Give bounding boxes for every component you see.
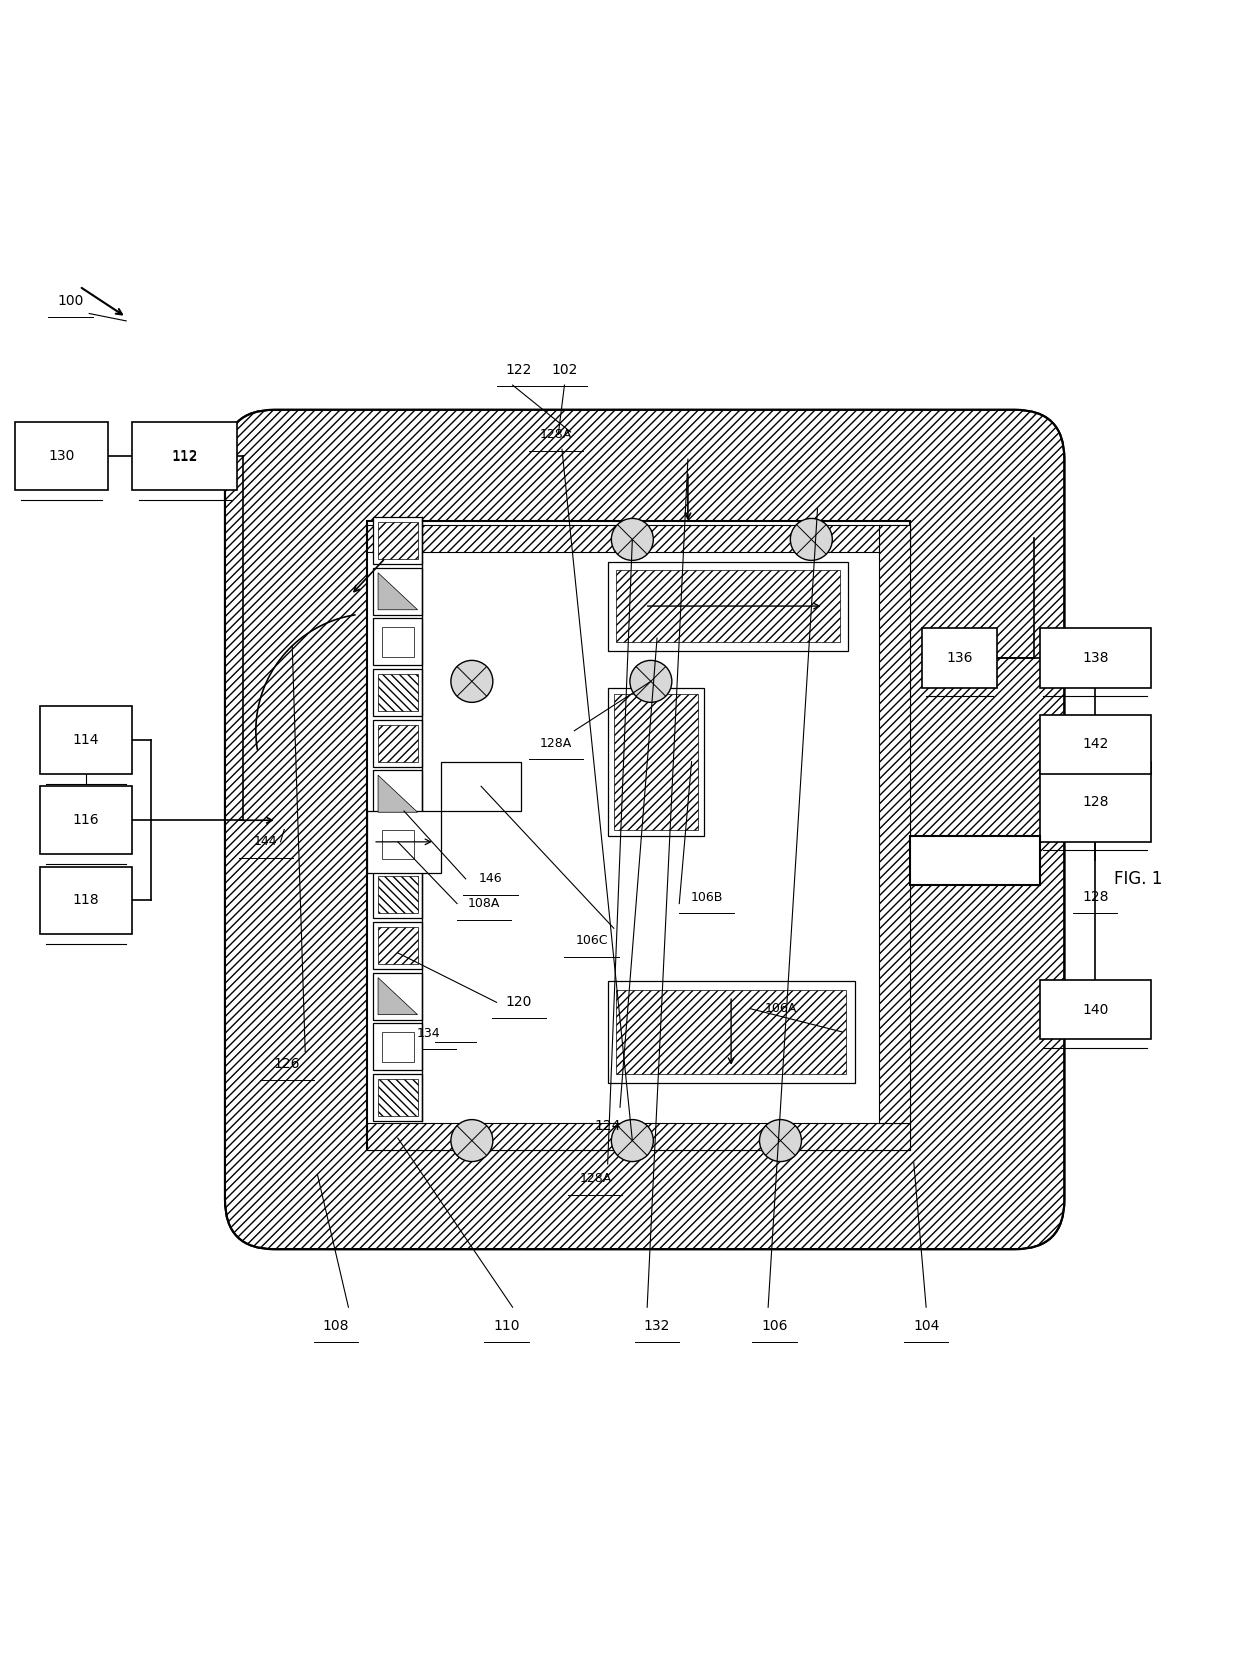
Bar [367, 1123, 910, 1150]
Bar [367, 524, 910, 552]
Text: 116: 116 [73, 813, 99, 828]
Circle shape [611, 518, 653, 561]
Text: 120: 120 [506, 995, 532, 1009]
Circle shape [759, 1120, 801, 1161]
Text: 104: 104 [913, 1319, 940, 1332]
Bar [40, 866, 133, 934]
Bar [378, 725, 418, 761]
Text: 114: 114 [73, 733, 99, 747]
Bar [608, 687, 704, 836]
Bar [367, 811, 441, 873]
Text: 108: 108 [322, 1319, 350, 1332]
Text: 132: 132 [644, 1319, 671, 1332]
Bar [373, 669, 423, 717]
Text: 134: 134 [417, 1027, 440, 1040]
Bar [616, 571, 839, 642]
Bar [378, 1078, 418, 1117]
Bar [1039, 980, 1151, 1039]
Text: 122: 122 [506, 363, 532, 377]
Text: 126: 126 [274, 1057, 300, 1072]
Bar [15, 421, 108, 489]
Bar [382, 627, 414, 657]
Text: 146: 146 [479, 873, 502, 886]
Bar [378, 674, 418, 712]
Text: 102: 102 [552, 363, 578, 377]
Text: 112: 112 [171, 450, 197, 465]
Text: 106: 106 [761, 1319, 787, 1332]
Circle shape [451, 660, 492, 702]
Bar [373, 972, 423, 1020]
Text: 142: 142 [1083, 737, 1109, 752]
Circle shape [611, 1120, 653, 1161]
Text: 106B: 106B [691, 891, 723, 904]
Text: 118: 118 [73, 894, 99, 907]
Text: 110: 110 [494, 1319, 520, 1332]
Bar [40, 786, 133, 854]
Bar [373, 619, 423, 665]
Bar [910, 836, 1039, 884]
Bar [382, 830, 414, 859]
Text: 128: 128 [1083, 795, 1109, 808]
Text: 136: 136 [946, 650, 972, 665]
Circle shape [451, 1120, 492, 1161]
Bar [608, 562, 848, 650]
Polygon shape [378, 977, 418, 1015]
FancyBboxPatch shape [224, 410, 1064, 1249]
Bar [1039, 761, 1151, 841]
Text: 124: 124 [594, 1118, 621, 1133]
Text: 100: 100 [57, 294, 84, 309]
Bar [373, 821, 423, 868]
Circle shape [630, 660, 672, 702]
Text: 106A: 106A [764, 1002, 796, 1015]
Text: 140: 140 [1083, 1002, 1109, 1017]
Bar [614, 693, 698, 830]
Bar [373, 518, 423, 564]
Polygon shape [378, 572, 418, 611]
Bar [373, 720, 423, 766]
Bar [373, 1073, 423, 1121]
Bar [382, 1032, 414, 1062]
Bar [441, 761, 521, 811]
Text: FIG. 1: FIG. 1 [1115, 869, 1163, 888]
Bar [373, 922, 423, 969]
Text: 144: 144 [254, 836, 278, 848]
Text: 138: 138 [1083, 650, 1109, 665]
Bar [1039, 715, 1151, 775]
Bar [378, 927, 418, 964]
Bar [40, 707, 133, 775]
Text: 128A: 128A [539, 737, 572, 750]
Text: 112: 112 [171, 450, 198, 463]
Polygon shape [378, 775, 418, 813]
Bar [133, 421, 237, 489]
Text: 106C: 106C [575, 934, 608, 947]
Bar [879, 524, 910, 1123]
Text: 130: 130 [48, 450, 74, 463]
Bar [923, 629, 997, 687]
Bar [1039, 629, 1151, 687]
Text: 128A: 128A [539, 428, 572, 441]
Bar [367, 521, 910, 1150]
Bar [378, 523, 418, 559]
Circle shape [790, 518, 832, 561]
Bar [616, 990, 846, 1073]
Bar [373, 567, 423, 615]
Text: 128A: 128A [579, 1173, 611, 1185]
Bar [373, 1024, 423, 1070]
Bar [373, 770, 423, 818]
Text: 128: 128 [1083, 891, 1109, 904]
Bar [373, 871, 423, 919]
Bar [378, 876, 418, 914]
Text: 108A: 108A [467, 898, 501, 911]
Bar [608, 982, 854, 1083]
